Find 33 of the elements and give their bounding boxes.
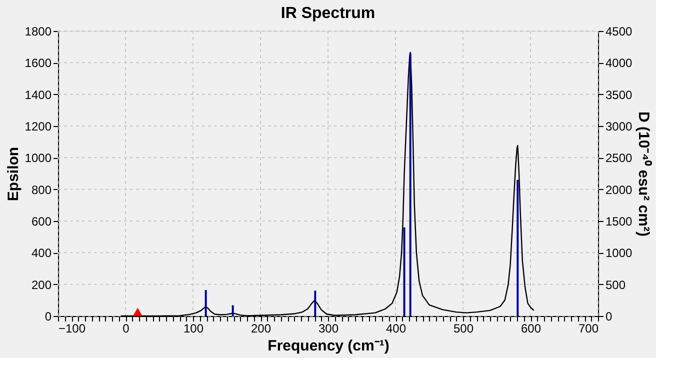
- y-tick-label: 800: [31, 182, 52, 197]
- y-tick-label: 600: [31, 214, 52, 228]
- y-tick-label: 1400: [24, 88, 52, 102]
- y-axis-title: Epsilon: [4, 146, 22, 202]
- x-tick-label: 500: [453, 322, 474, 336]
- y-tick-label: 400: [31, 246, 52, 260]
- y2-tick-label: 500: [606, 278, 626, 292]
- y2-tick-label: 1500: [606, 214, 633, 228]
- x-tick-label: 100: [183, 322, 204, 336]
- x-tick-label: 600: [520, 322, 542, 336]
- y-tick-label: 200: [31, 278, 52, 292]
- y-tick-label: 1600: [24, 56, 52, 70]
- x-tick-label: 300: [318, 322, 339, 336]
- y2-tick-label: 4500: [606, 24, 633, 38]
- x-tick-label: 700: [578, 322, 599, 336]
- x-tick-label: 0: [122, 322, 130, 336]
- y2-tick-label: 1000: [606, 246, 633, 260]
- y2-tick-label: 3000: [606, 120, 633, 134]
- chart-title: IR Spectrum: [280, 5, 376, 22]
- x-tick-label: 200: [250, 322, 272, 336]
- x-tick-label: 400: [386, 322, 406, 336]
- y-tick-label: 1800: [24, 24, 52, 38]
- y-tick-label: 1200: [24, 120, 52, 134]
- y2-tick-label: 4000: [606, 56, 633, 70]
- x-axis-title: Frequency (cm⁻¹): [268, 338, 390, 354]
- y-tick-label: 0: [44, 310, 52, 324]
- y2-tick-label: 2000: [606, 182, 633, 197]
- y2-tick-label: 0: [606, 310, 612, 324]
- y-tick-label: 1000: [24, 151, 52, 166]
- y2-tick-label: 2500: [606, 151, 633, 166]
- y2-axis-title: D (10⁻⁴⁰ esu² cm²): [635, 112, 654, 236]
- x-tick-label: −100: [58, 322, 86, 336]
- y2-tick-label: 3500: [606, 88, 633, 102]
